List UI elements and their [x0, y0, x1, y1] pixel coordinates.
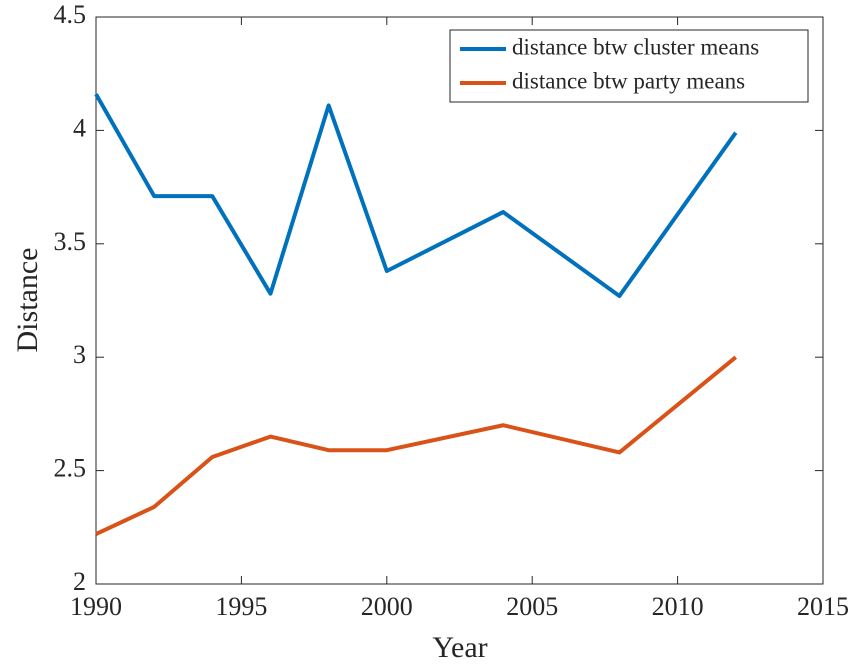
y-tick-label: 2 [73, 567, 86, 596]
legend-label: distance btw cluster means [512, 34, 759, 59]
y-axis-label: Distance [11, 248, 44, 353]
y-tick-label: 4.5 [54, 0, 87, 29]
x-tick-label: 2010 [652, 592, 704, 621]
x-tick-label: 2015 [797, 592, 849, 621]
x-axis-label: Year [432, 631, 487, 664]
x-tick-label: 1995 [215, 592, 267, 621]
y-tick-label: 4 [73, 113, 86, 142]
y-tick-label: 3.5 [54, 227, 87, 256]
x-tick-label: 2000 [361, 592, 413, 621]
y-tick-label: 3 [73, 340, 86, 369]
line-series [95, 355, 738, 536]
y-tick-label: 2.5 [54, 454, 87, 483]
legend-box [449, 29, 809, 103]
plot-area [95, 16, 824, 585]
x-tick-label: 2005 [506, 592, 558, 621]
x-tick-label: 1990 [70, 592, 122, 621]
legend-label: distance btw party means [512, 68, 745, 93]
line-series [94, 93, 738, 298]
